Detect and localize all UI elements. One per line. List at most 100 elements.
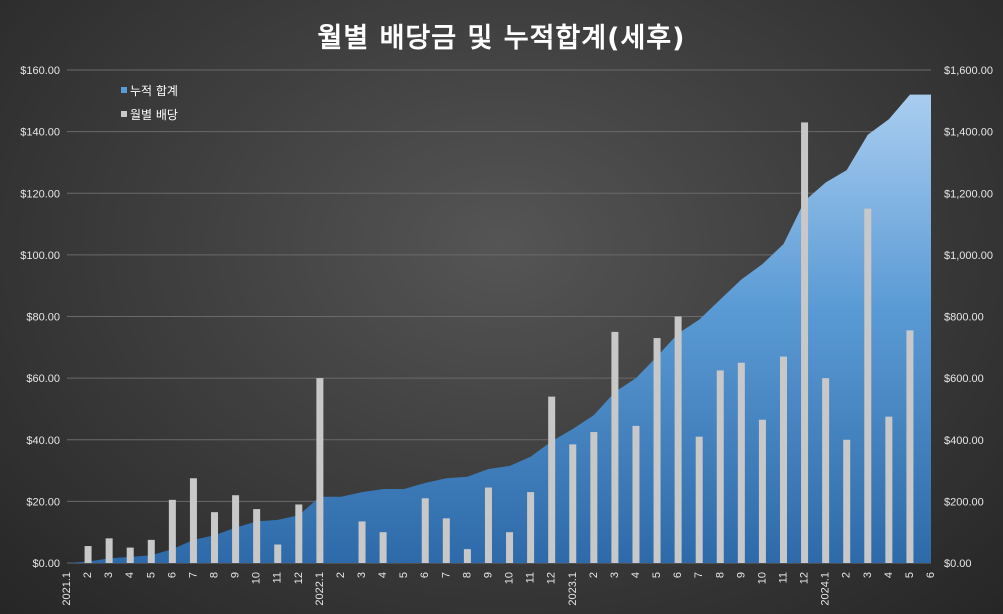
monthly-dividend-bar [274, 544, 282, 563]
right-y-tick-label: $1,600.00 [944, 65, 993, 77]
monthly-dividend-bar [211, 512, 219, 563]
x-tick-label: 2023.1 [567, 572, 579, 606]
x-tick-label: 2021.1 [61, 572, 73, 606]
legend-label-cumulative: 누적 합계 [130, 84, 178, 98]
monthly-bar-series [84, 122, 914, 563]
right-y-tick-label: $200.00 [944, 496, 984, 508]
x-tick-label: 4 [630, 572, 642, 578]
left-y-tick-label: $80.00 [26, 312, 60, 324]
monthly-dividend-bar [695, 436, 703, 563]
left-y-tick-label: $100.00 [20, 250, 60, 262]
right-y-tick-label: $0.00 [944, 558, 972, 570]
left-y-tick-label: $60.00 [26, 373, 60, 385]
monthly-dividend-bar [548, 396, 556, 563]
monthly-dividend-bar [611, 331, 619, 563]
monthly-dividend-bar [253, 509, 261, 563]
monthly-dividend-bar [822, 378, 830, 563]
right-y-tick-label: $1,400.00 [944, 127, 993, 139]
x-tick-label: 8 [209, 572, 221, 578]
x-tick-label: 11 [525, 572, 537, 583]
x-axis: 2021.1 2 3 4 5 6 7 8 9 10 11 12 2022.1 2 3 4 5 6 7 8 9 10 11 12… [61, 572, 937, 606]
x-tick-label: 6 [166, 572, 178, 578]
monthly-dividend-bar [801, 122, 809, 563]
x-tick-label: 7 [187, 572, 199, 578]
monthly-dividend-bar [126, 547, 134, 563]
x-tick-label: 11 [777, 572, 789, 583]
x-tick-label: 9 [735, 572, 747, 578]
right-y-tick-label: $800.00 [944, 312, 984, 324]
monthly-dividend-bar [632, 425, 640, 563]
monthly-dividend-bar [168, 499, 176, 563]
legend-label-monthly: 월별 배당 [130, 108, 178, 122]
x-tick-label: 9 [482, 572, 494, 578]
left-y-tick-label: $140.00 [20, 127, 60, 139]
x-tick-label: 7 [693, 572, 705, 578]
monthly-dividend-bar [506, 532, 514, 563]
monthly-dividend-bar [569, 444, 577, 563]
left-y-axis: $0.00 $20.00 $40.00 $60.00 $80.00 $100.00 $120… [20, 65, 60, 570]
monthly-dividend-bar [484, 487, 492, 563]
x-tick-label: 4 [377, 572, 389, 578]
cumulative-area [67, 94, 931, 564]
monthly-dividend-bar [379, 532, 387, 563]
x-tick-label: 2 [588, 572, 600, 578]
x-tick-label: 6 [925, 572, 937, 578]
monthly-dividend-bar [463, 549, 471, 563]
x-tick-label: 7 [440, 572, 452, 578]
x-tick-label: 2 [335, 572, 347, 578]
right-y-tick-label: $400.00 [944, 435, 984, 447]
legend-swatch-cumulative [121, 87, 127, 93]
monthly-dividend-bar [864, 208, 872, 563]
monthly-dividend-bar [189, 478, 197, 563]
left-y-tick-label: $0.00 [32, 558, 60, 570]
monthly-dividend-bar [421, 498, 429, 563]
monthly-dividend-bar [674, 316, 682, 563]
monthly-dividend-bar [843, 439, 851, 563]
x-tick-label: 2024.1 [820, 572, 832, 606]
chart-title: 월별 배당금 및 누적합계(세후) [317, 23, 686, 54]
x-tick-label: 2022.1 [314, 572, 326, 606]
monthly-dividend-bar [758, 419, 766, 563]
monthly-dividend-bar [653, 338, 661, 563]
x-tick-label: 5 [651, 572, 663, 578]
left-y-tick-label: $20.00 [26, 496, 60, 508]
x-tick-label: 3 [609, 572, 621, 578]
right-y-tick-label: $1,200.00 [944, 188, 993, 200]
x-tick-label: 3 [862, 572, 874, 578]
left-y-tick-label: $160.00 [20, 65, 60, 77]
monthly-dividend-bar [779, 356, 787, 563]
x-tick-label: 5 [145, 572, 157, 578]
right-y-axis: $0.00 $200.00 $400.00 $600.00 $800.00 $1,000.… [944, 65, 993, 570]
x-tick-label: 12 [799, 572, 811, 584]
x-tick-label: 2 [82, 572, 94, 578]
x-tick-label: 9 [230, 572, 242, 578]
monthly-dividend-bar [316, 378, 324, 563]
monthly-dividend-bar [716, 370, 724, 563]
monthly-dividend-bar [885, 416, 893, 563]
x-tick-label: 12 [293, 572, 305, 584]
x-tick-label: 6 [672, 572, 684, 578]
x-tick-label: 10 [504, 572, 516, 584]
right-y-tick-label: $600.00 [944, 373, 984, 385]
left-y-tick-label: $120.00 [20, 188, 60, 200]
monthly-dividend-bar [295, 504, 303, 563]
x-tick-label: 4 [124, 572, 136, 578]
x-tick-label: 6 [419, 572, 431, 578]
x-tick-label: 12 [546, 572, 558, 584]
left-y-tick-label: $40.00 [26, 435, 60, 447]
x-tick-label: 4 [883, 572, 895, 578]
x-tick-label: 8 [461, 572, 473, 578]
monthly-dividend-bar [84, 546, 92, 563]
legend-swatch-monthly [121, 111, 127, 117]
x-tick-label: 10 [756, 572, 768, 584]
x-tick-label: 8 [714, 572, 726, 578]
monthly-dividend-bar [442, 518, 450, 563]
x-tick-label: 3 [103, 572, 115, 578]
monthly-dividend-bar [527, 492, 535, 563]
monthly-dividend-bar [358, 521, 366, 563]
monthly-dividend-bar [737, 362, 745, 563]
x-tick-label: 10 [251, 572, 263, 584]
monthly-dividend-bar [232, 495, 240, 563]
